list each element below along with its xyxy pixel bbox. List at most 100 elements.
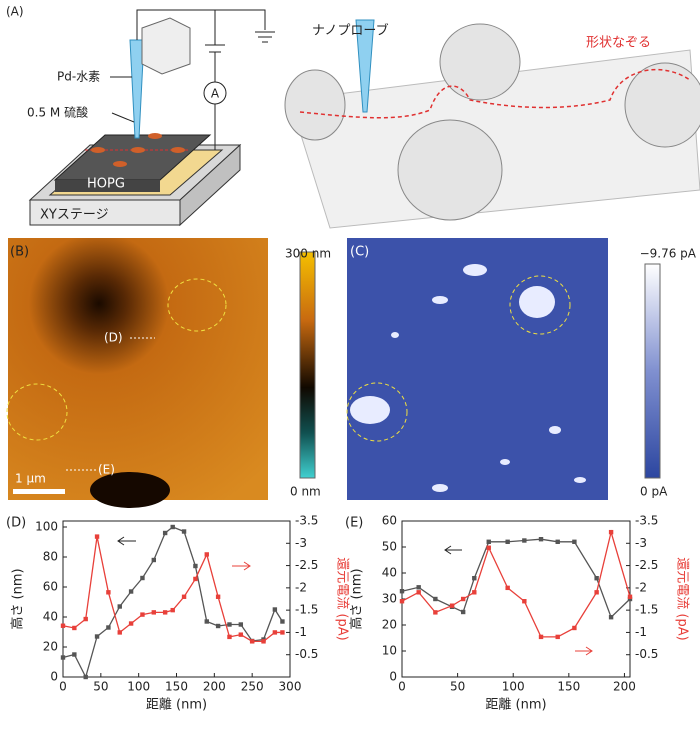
colorbar-min: 0 pA bbox=[640, 485, 668, 499]
point bbox=[399, 599, 405, 604]
point bbox=[472, 590, 477, 595]
point bbox=[106, 625, 111, 630]
panel-label: (A) bbox=[6, 5, 24, 19]
point bbox=[128, 621, 134, 626]
point bbox=[106, 590, 111, 595]
y-tick-label: 60 bbox=[43, 580, 58, 594]
x-tick-label: 300 bbox=[279, 680, 302, 694]
y2-tick-label: -1 bbox=[295, 625, 307, 639]
y2-tick-label: -1.5 bbox=[295, 603, 318, 617]
point bbox=[555, 539, 560, 544]
point bbox=[227, 634, 232, 640]
y-tick-label: 30 bbox=[382, 592, 397, 606]
point bbox=[272, 607, 278, 612]
point bbox=[538, 537, 544, 542]
point bbox=[416, 585, 421, 590]
y-axis-label: 高さ (nm) bbox=[349, 568, 365, 629]
colorbar-max: −9.76 pA bbox=[640, 247, 697, 261]
point bbox=[151, 610, 156, 615]
x-axis-label: 距離 (nm) bbox=[146, 698, 207, 713]
y2-tick-label: -3 bbox=[635, 536, 647, 550]
point bbox=[170, 524, 175, 530]
height-image bbox=[8, 238, 268, 500]
line-label: (E) bbox=[98, 463, 115, 477]
y-tick-label: 10 bbox=[382, 644, 397, 658]
trace-label: 形状なぞる bbox=[586, 36, 651, 51]
ammeter-label: A bbox=[211, 87, 220, 101]
nanoprobe-label: ナノプローブ bbox=[312, 23, 389, 39]
point bbox=[449, 603, 455, 608]
y2-axis-label: 還元電流 (pA) bbox=[335, 557, 350, 640]
point bbox=[433, 610, 438, 615]
y2-tick-label: -2.5 bbox=[635, 558, 658, 572]
hopg-front bbox=[55, 180, 160, 192]
graphene-sheet bbox=[289, 49, 700, 229]
droplets bbox=[91, 133, 185, 167]
point bbox=[505, 585, 510, 591]
point bbox=[272, 630, 278, 635]
colorbar-min: 0 nm bbox=[290, 485, 321, 499]
y2-tick-label: -2 bbox=[635, 580, 647, 594]
point bbox=[204, 552, 209, 557]
point bbox=[83, 674, 88, 680]
y-tick-label: 40 bbox=[43, 610, 58, 624]
point bbox=[193, 576, 198, 582]
point bbox=[204, 619, 209, 624]
point bbox=[280, 619, 285, 624]
point bbox=[128, 589, 134, 594]
x-tick-label: 0 bbox=[59, 680, 67, 694]
trace-path bbox=[299, 68, 691, 119]
point bbox=[193, 563, 198, 569]
probe bbox=[129, 39, 145, 139]
point bbox=[486, 545, 491, 550]
point bbox=[238, 622, 244, 627]
x-axis-label: 距離 (nm) bbox=[485, 698, 546, 713]
point bbox=[608, 615, 614, 620]
point bbox=[522, 599, 527, 604]
x-tick-label: 200 bbox=[203, 680, 226, 694]
electrolyte-label: 0.5 M 硫酸 bbox=[27, 105, 88, 120]
point bbox=[460, 596, 466, 602]
dark-region bbox=[90, 472, 170, 508]
wire bbox=[136, 9, 266, 40]
bright-spots bbox=[350, 264, 586, 492]
point bbox=[181, 594, 187, 599]
highlight bbox=[6, 383, 68, 441]
point bbox=[140, 612, 145, 617]
point bbox=[249, 639, 255, 644]
y2-axis-label: 還元電流 (pA) bbox=[675, 557, 690, 640]
highlight bbox=[167, 278, 227, 332]
y-tick-label: 60 bbox=[382, 514, 397, 528]
point bbox=[505, 539, 510, 544]
point bbox=[170, 607, 175, 613]
point bbox=[472, 576, 477, 581]
panel-b: (B) (D) (E) 1 μm 300 nm 0 nm bbox=[6, 238, 331, 508]
scale-bar-label: 1 μm bbox=[15, 472, 46, 486]
y-tick-label: 80 bbox=[43, 550, 58, 564]
y2-tick-label: -2 bbox=[295, 580, 307, 594]
point bbox=[538, 634, 544, 640]
y-tick-label: 100 bbox=[35, 520, 58, 534]
colorbar bbox=[299, 251, 316, 479]
point bbox=[416, 590, 421, 595]
y-tick-label: 20 bbox=[382, 618, 397, 632]
point bbox=[399, 589, 405, 594]
y-tick-label: 0 bbox=[389, 670, 397, 684]
point bbox=[555, 634, 560, 640]
point bbox=[117, 604, 122, 609]
panel-a: (A) A Pd-水素 0.5 M 硫酸 HOPG XYステージ bbox=[6, 5, 700, 229]
series-line bbox=[62, 536, 283, 642]
direction-arrows bbox=[117, 536, 593, 656]
highlight bbox=[346, 382, 408, 442]
point bbox=[94, 634, 100, 639]
panel-label: (E) bbox=[345, 516, 363, 531]
stage-side bbox=[179, 143, 241, 227]
y2-tick-label: -1.5 bbox=[635, 603, 658, 617]
nanoprobe bbox=[355, 19, 375, 113]
probe-label: Pd-水素 bbox=[57, 70, 100, 84]
point bbox=[117, 630, 122, 635]
panel-c: (C) −9.76 pA 0 pA bbox=[346, 238, 697, 500]
point bbox=[60, 655, 66, 660]
panel-label: (B) bbox=[10, 245, 29, 260]
